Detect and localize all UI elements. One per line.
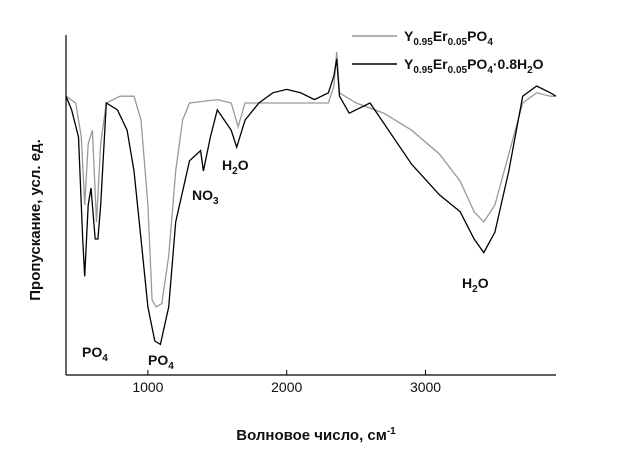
x-axis-label: Волновое число, см-1 xyxy=(236,426,396,444)
series-line xyxy=(65,51,556,308)
annotation: H2​O xyxy=(462,275,489,295)
annotation: NO3​ xyxy=(192,187,219,207)
legend-label: Y0.95​Er0.05​PO4​·0.8H2​O xyxy=(404,56,544,76)
annotation: H2​O xyxy=(222,157,249,177)
x-tick-label: 2000 xyxy=(271,379,302,395)
annotation: PO4​ xyxy=(148,352,174,372)
annotation: PO4​ xyxy=(82,344,108,364)
y-axis-label: Пропускание, усл. ед. xyxy=(27,139,44,301)
legend-label: Y0.95​Er0.05​PO4​ xyxy=(404,28,493,48)
x-tick-label: 3000 xyxy=(410,379,441,395)
x-tick-label: 1000 xyxy=(132,379,163,395)
series-line xyxy=(65,58,557,346)
